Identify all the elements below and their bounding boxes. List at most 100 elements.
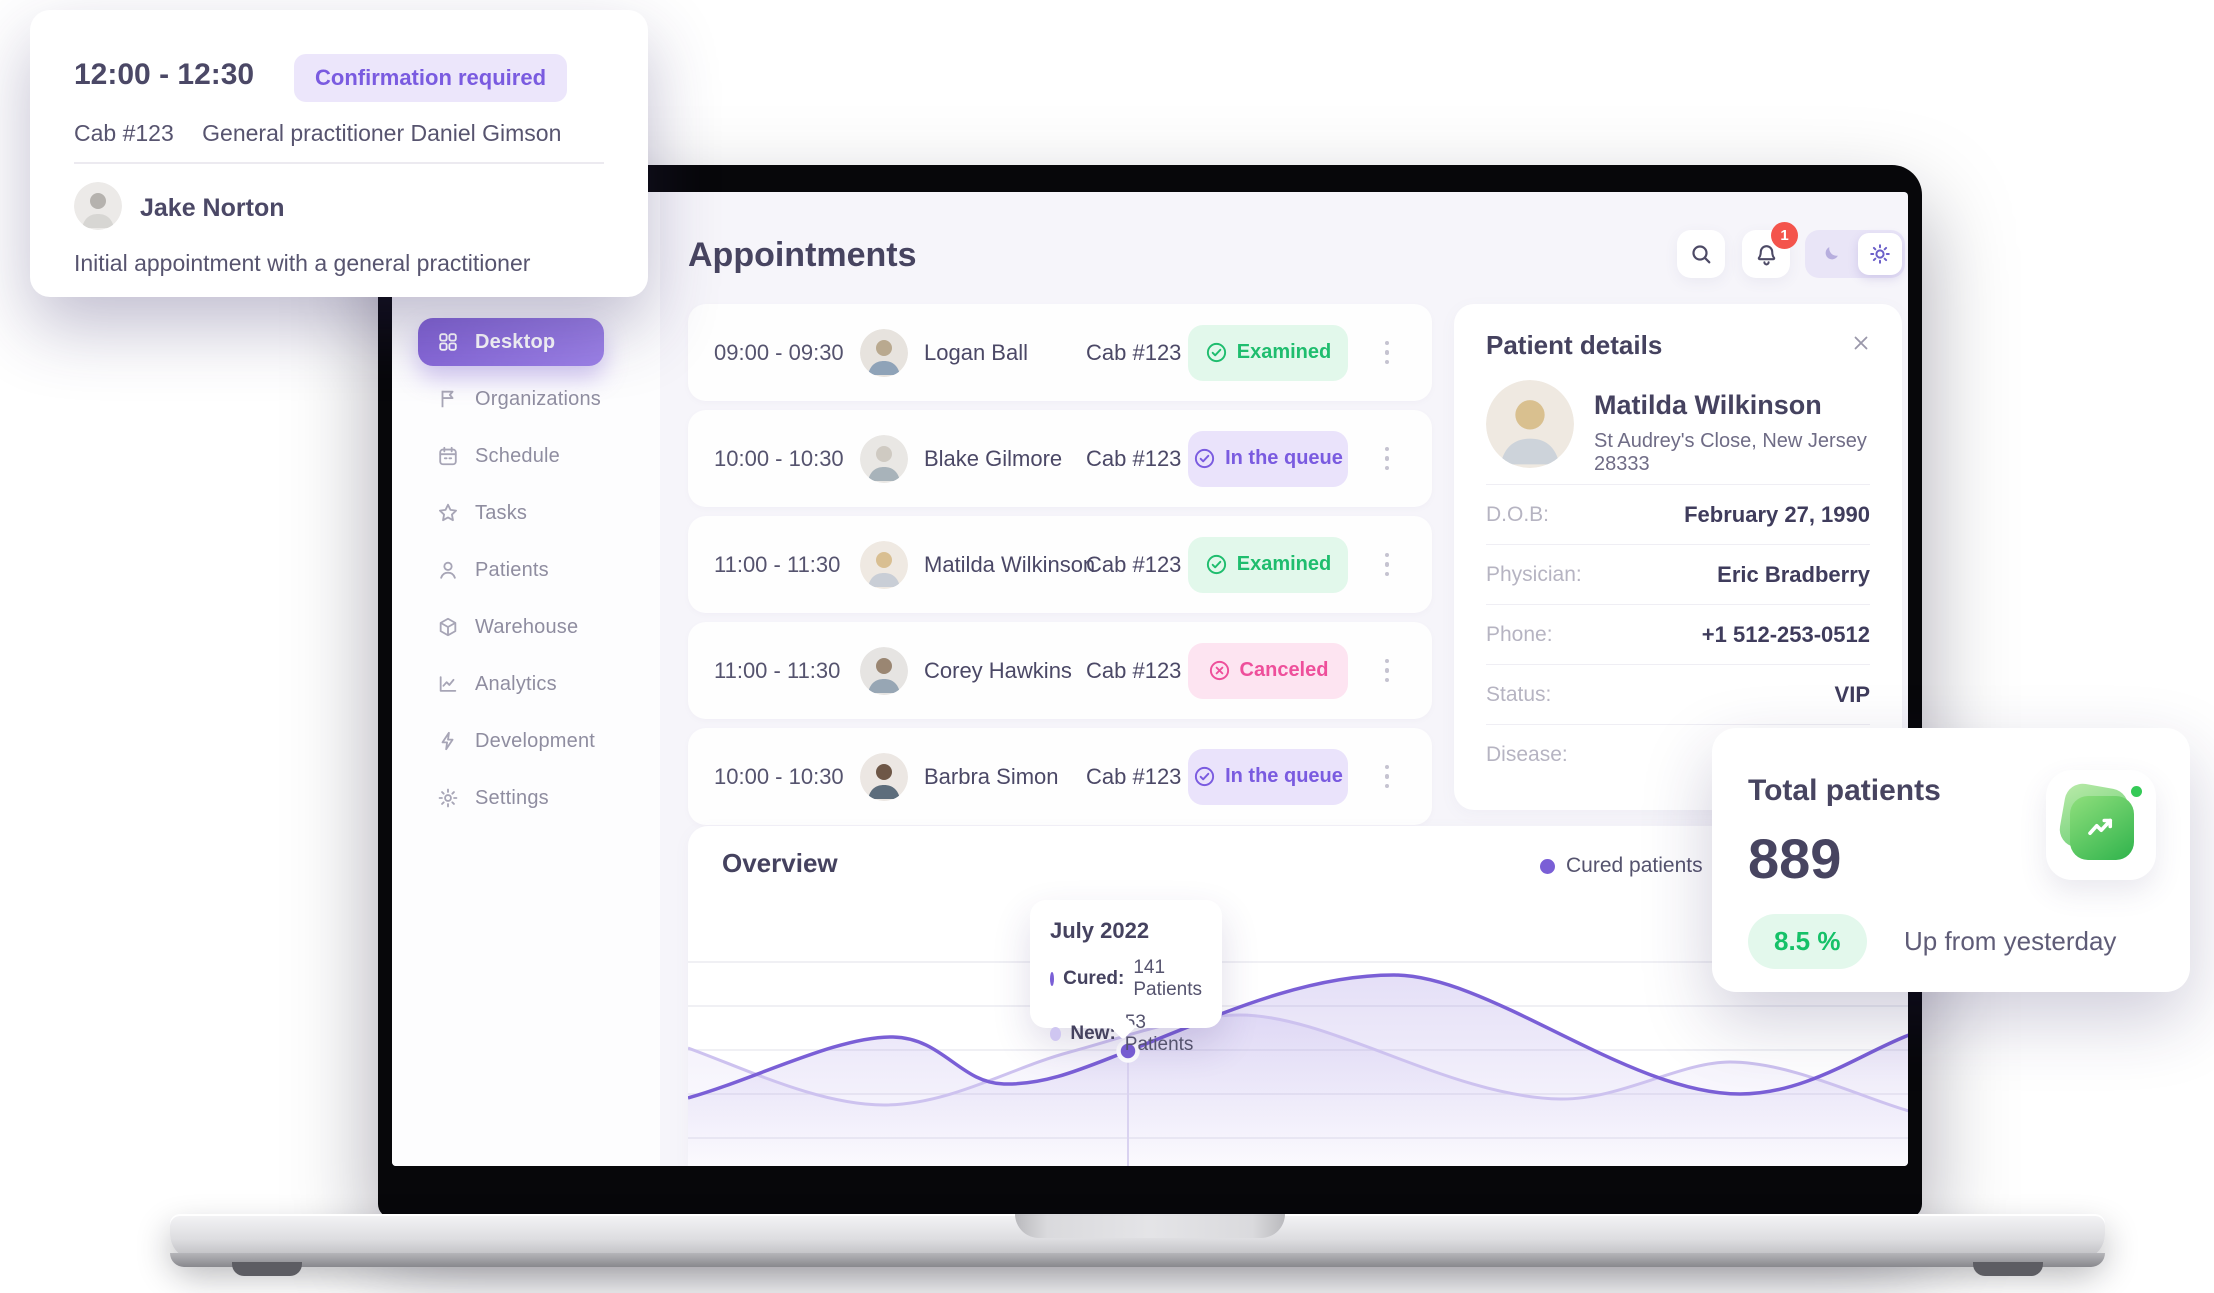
patient-field-row: Status: VIP: [1486, 664, 1870, 724]
trending-up-icon: [2088, 818, 2113, 836]
patient-avatar: [1486, 380, 1574, 468]
tooltip-row: New: 53 Patients: [1050, 1012, 1202, 1056]
laptop-base-edge: [170, 1253, 2105, 1267]
notification-count-badge: 1: [1771, 222, 1798, 249]
row-menu-button[interactable]: [1370, 331, 1404, 375]
sidebar: Desktop Organizations Schedule Tasks Pat…: [392, 192, 660, 1166]
patient-address: St Audrey's Close, New Jersey 28333: [1594, 430, 1867, 475]
row-menu-button[interactable]: [1370, 543, 1404, 587]
appointment-row[interactable]: 11:00 - 11:30 Corey Hawkins Cab #123 Can…: [688, 622, 1432, 719]
appointment-patient-name: Matilda Wilkinson: [924, 551, 1096, 577]
dark-mode-button[interactable]: [1805, 230, 1857, 278]
close-button[interactable]: [1846, 328, 1876, 358]
overview-title: Overview: [722, 848, 838, 878]
appointment-cab: Cab #123: [1086, 551, 1182, 577]
sidebar-item-label: Development: [475, 729, 596, 752]
appointment-cab: Cab #123: [1086, 763, 1182, 789]
patient-field-row: Physician: Eric Bradberry: [1486, 544, 1870, 604]
sidebar-item-label: Warehouse: [475, 615, 579, 638]
appointment-row[interactable]: 10:00 - 10:30 Barbra Simon Cab #123 In t…: [688, 728, 1432, 825]
check-circle-icon: [1206, 554, 1226, 575]
dashboard: Desktop Organizations Schedule Tasks Pat…: [392, 192, 1908, 1166]
avatar: [860, 646, 908, 695]
sidebar-item-tasks[interactable]: Tasks: [418, 489, 604, 537]
status-badge: Examined: [1188, 324, 1348, 381]
sidebar-item-development[interactable]: Development: [418, 717, 604, 765]
total-patients-value: 889: [1748, 827, 1842, 890]
trend-icon-front: [2070, 796, 2134, 860]
chart-icon: [439, 676, 457, 692]
appointment-time: 10:00 - 10:30: [714, 763, 844, 789]
avatar: [860, 328, 908, 377]
star-icon: [439, 503, 457, 522]
laptop-base-notch: [1015, 1214, 1285, 1238]
trend-icon-box: [2046, 770, 2156, 880]
popup-patient-name: Jake Norton: [140, 194, 285, 222]
gear-icon: [438, 788, 458, 808]
bell-icon: [1757, 244, 1775, 265]
laptop-foot: [1973, 1262, 2043, 1276]
status-dot: [2131, 786, 2142, 797]
search-icon: [1692, 245, 1711, 264]
overview-panel: Overview Cured patients: [688, 826, 1908, 1166]
popup-description: Initial appointment with a general pract…: [74, 250, 531, 276]
patient-field-row: Phone: +1 512-253-0512: [1486, 604, 1870, 664]
x-circle-icon: [1209, 660, 1229, 681]
appointment-row[interactable]: 11:00 - 11:30 Matilda Wilkinson Cab #123…: [688, 516, 1432, 613]
row-menu-button[interactable]: [1370, 649, 1404, 693]
popup-avatar: [74, 182, 122, 230]
sidebar-item-schedule[interactable]: Schedule: [418, 432, 604, 480]
patient-fields: D.O.B: February 27, 1990 Physician: Eric…: [1486, 484, 1870, 784]
sidebar-item-label: Desktop: [475, 330, 556, 353]
calendar-icon: [439, 446, 457, 466]
patient-field-row: Disease:: [1486, 724, 1870, 784]
row-menu-button[interactable]: [1370, 755, 1404, 799]
row-menu-button[interactable]: [1370, 437, 1404, 481]
highlighted-point-marker[interactable]: [1116, 1039, 1140, 1063]
patient-field-row: D.O.B: February 27, 1990: [1486, 484, 1870, 544]
appointment-patient-name: Blake Gilmore: [924, 445, 1063, 471]
grid-icon: [439, 333, 457, 351]
sun-icon: [1870, 244, 1890, 264]
appointment-patient-name: Logan Ball: [924, 339, 1028, 365]
theme-toggle[interactable]: [1805, 230, 1905, 278]
cured-patients-area: [688, 975, 1908, 1166]
search-button[interactable]: [1677, 230, 1725, 278]
overview-chart: [688, 961, 1908, 1166]
cured-dot: [1050, 972, 1055, 986]
appointment-cab: Cab #123: [1086, 657, 1182, 683]
sidebar-item-organizations[interactable]: Organizations: [418, 375, 604, 423]
status-badge: Canceled: [1188, 642, 1348, 699]
avatar: [860, 540, 908, 589]
popup-cab-line: Cab #123 General practitioner Daniel Gim…: [74, 120, 561, 147]
legend-dot: [1540, 858, 1555, 874]
appointment-cab: Cab #123: [1086, 445, 1182, 471]
chart-legend: Cured patients: [1540, 854, 1703, 878]
sidebar-item-patients[interactable]: Patients: [418, 546, 604, 594]
change-caption: Up from yesterday: [1904, 926, 2117, 956]
page-title: Appointments: [688, 236, 917, 274]
chart-tooltip: July 2022 Cured: 141 Patients New: 53 Pa…: [1030, 900, 1222, 1055]
tooltip-row: Cured: 141 Patients: [1050, 957, 1202, 1001]
appointment-row[interactable]: 09:00 - 09:30 Logan Ball Cab #123 Examin…: [688, 304, 1432, 401]
popup-time-range: 12:00 - 12:30: [74, 58, 255, 91]
status-badge: In the queue: [1188, 430, 1348, 487]
sidebar-item-label: Patients: [475, 558, 549, 581]
legend-label: Cured patients: [1566, 854, 1703, 877]
sidebar-item-settings[interactable]: Settings: [418, 774, 604, 822]
new-patients-line: [688, 1013, 1908, 1113]
patient-details-title: Patient details: [1486, 330, 1663, 360]
laptop-foot: [232, 1262, 302, 1276]
light-mode-button[interactable]: [1858, 233, 1902, 275]
laptop-base: [170, 1214, 2105, 1276]
popup-cab: Cab #123: [74, 120, 174, 146]
sidebar-item-desktop[interactable]: Desktop: [418, 318, 604, 366]
sidebar-item-label: Tasks: [475, 501, 528, 524]
sidebar-item-label: Schedule: [475, 444, 560, 467]
sidebar-item-warehouse[interactable]: Warehouse: [418, 603, 604, 651]
notifications-button[interactable]: 1: [1742, 222, 1798, 278]
sidebar-item-analytics[interactable]: Analytics: [418, 660, 604, 708]
appointment-row[interactable]: 10:00 - 10:30 Blake Gilmore Cab #123 In …: [688, 410, 1432, 507]
status-badge: In the queue: [1188, 748, 1348, 805]
